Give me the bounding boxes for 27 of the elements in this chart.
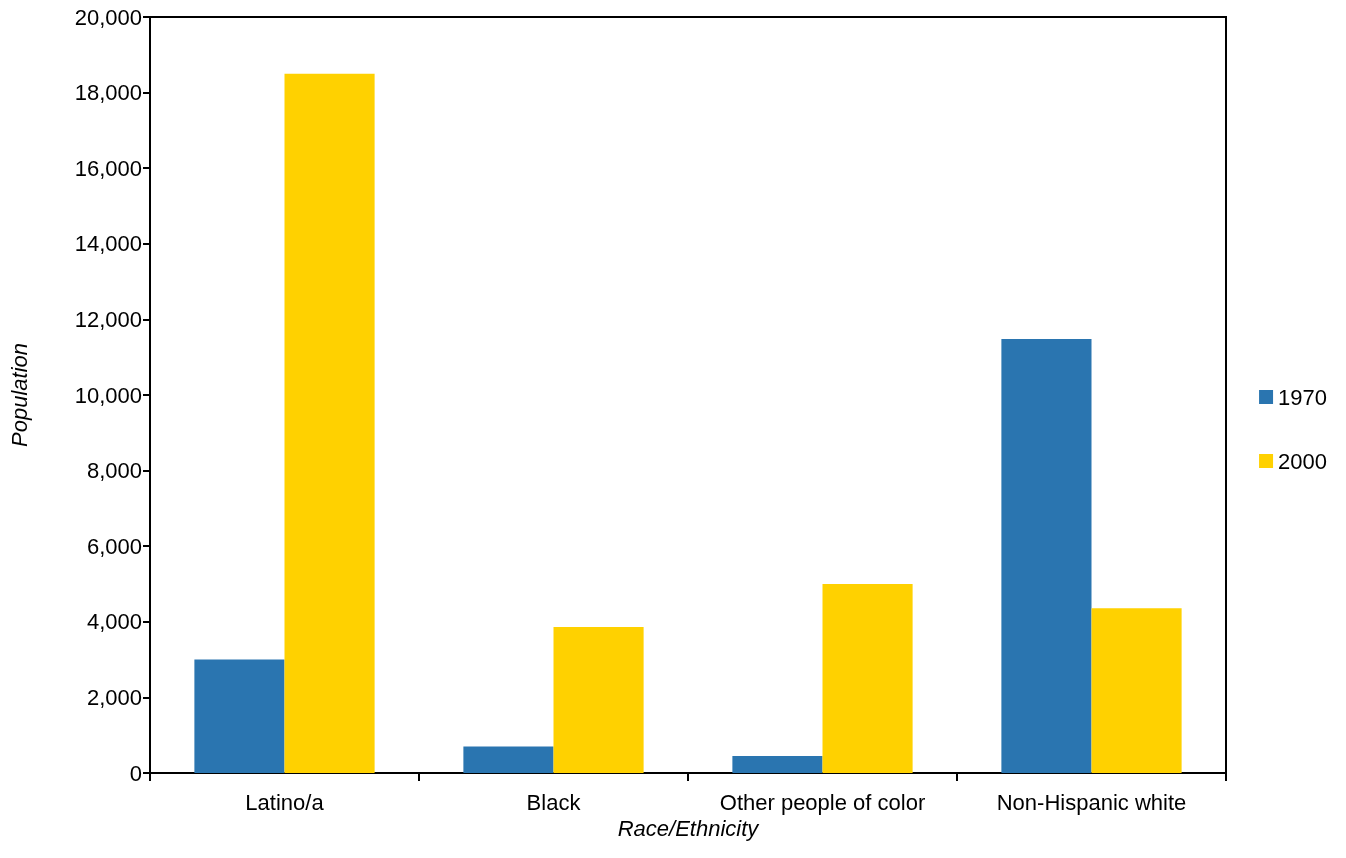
x-tick-label: Black <box>526 789 582 815</box>
y-tick-label: 10,000 <box>74 382 142 408</box>
bar <box>732 755 823 773</box>
y-tick-label: 14,000 <box>74 231 142 257</box>
legend-label: 2000 <box>1278 448 1328 474</box>
x-tick-label: Other people of color <box>719 789 926 815</box>
bar <box>1001 339 1092 773</box>
y-tick-label: 18,000 <box>74 80 142 106</box>
y-tick-label: 0 <box>129 760 142 786</box>
bar <box>1091 608 1182 773</box>
y-tick-label: 20,000 <box>74 4 142 30</box>
legend-label: 1970 <box>1278 384 1328 410</box>
y-axis-title: Population <box>6 343 32 447</box>
y-tick-label: 6,000 <box>86 533 142 559</box>
y-tick-label: 8,000 <box>86 458 142 484</box>
y-tick-label: 16,000 <box>74 155 142 181</box>
x-axis-title: Race/Ethnicity <box>617 816 761 842</box>
x-tick-label: Latino/a <box>245 789 325 815</box>
bar <box>463 746 554 773</box>
y-tick-label: 2,000 <box>86 684 142 710</box>
bar <box>553 627 644 773</box>
bar <box>822 584 913 773</box>
y-tick-label: 4,000 <box>86 609 142 635</box>
x-tick-label: Non-Hispanic white <box>996 789 1187 815</box>
bar <box>284 73 375 773</box>
y-tick-label: 12,000 <box>74 306 142 332</box>
bar <box>194 659 285 773</box>
